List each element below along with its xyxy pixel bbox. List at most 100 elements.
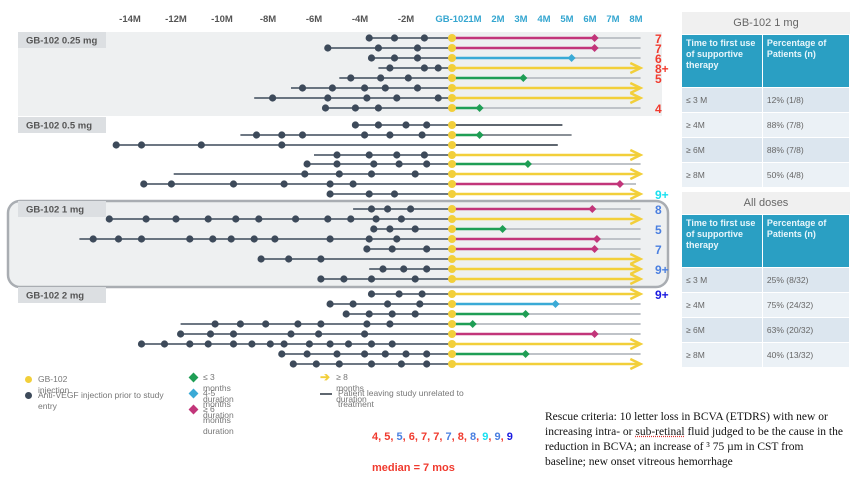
- anti-vegf-dot: [413, 44, 422, 52]
- arrow-head: [629, 167, 644, 181]
- anti-vegf-dot: [351, 104, 359, 112]
- separator: ,: [476, 431, 483, 443]
- x-tick-label: -10M: [211, 14, 233, 25]
- anti-vegf-dot: [186, 340, 194, 348]
- separator: ,: [427, 431, 434, 443]
- x-tick-label: 1M: [468, 14, 481, 25]
- anti-vegf-dot: [278, 141, 286, 149]
- table-row: ≤ 3 M 12% (1/8): [682, 87, 851, 113]
- separator: ,: [414, 431, 421, 443]
- rescue-diamond: [588, 205, 597, 213]
- table-cell: 40% (13/32): [762, 342, 851, 367]
- anti-vegf-dot: [252, 131, 261, 139]
- x-tick-label: 7M: [606, 14, 619, 25]
- anti-vegf-dot: [411, 170, 419, 178]
- gb102-injection-dot: [448, 340, 456, 348]
- anti-vegf-dot: [374, 121, 382, 129]
- median-text: median = 7 mos: [372, 462, 455, 474]
- anti-vegf-dot: [105, 215, 113, 223]
- rescue-diamond: [590, 330, 599, 338]
- legend-leaving: Patient leaving study unrelated to treat…: [320, 388, 470, 410]
- anti-vegf-dot: [379, 265, 387, 273]
- anti-vegf-dot: [397, 215, 405, 223]
- x-tick-label: -2M: [398, 14, 414, 25]
- anti-vegf-dot: [280, 340, 288, 348]
- table-row: ≥ 4M 88% (7/8): [682, 112, 851, 138]
- table-row: ≥ 8M 50% (4/8): [682, 162, 851, 187]
- gb102-injection-dot: [448, 310, 456, 318]
- group-background: [18, 32, 662, 116]
- anti-vegf-dot: [317, 275, 325, 283]
- column-header: Percentage of Patients (n): [762, 215, 851, 268]
- anti-vegf-dot: [367, 54, 376, 62]
- anti-vegf-dot: [370, 160, 378, 168]
- patient-row: [240, 131, 572, 139]
- anti-vegf-dot: [160, 340, 169, 348]
- duration-value: 8: [457, 431, 464, 443]
- anti-vegf-dot: [361, 84, 369, 92]
- rescue-diamond: [551, 300, 560, 308]
- table-cell: 25% (8/32): [762, 267, 851, 293]
- anti-vegf-dot: [423, 245, 431, 253]
- anti-vegf-dot: [367, 170, 376, 178]
- anti-vegf-dot: [137, 340, 146, 348]
- x-tick-label: 3M: [514, 14, 527, 25]
- anti-vegf-dot: [342, 310, 350, 318]
- duration-value: 9: [506, 431, 513, 443]
- x-tick-label: 8M: [629, 14, 642, 25]
- gb102-dot-icon: [25, 376, 32, 383]
- arrow-head: [629, 148, 644, 162]
- rescue-diamond: [590, 34, 599, 42]
- anti-vegf-dot: [395, 290, 403, 298]
- anti-vegf-dot: [172, 215, 180, 223]
- x-tick-label: 5M: [560, 14, 573, 25]
- gb102-injection-dot: [448, 215, 456, 223]
- summary-table: Time to first use of supportive therapy P…: [682, 35, 851, 187]
- column-header: Percentage of Patients (n): [762, 35, 851, 88]
- table-row: ≥ 6M 88% (7/8): [682, 137, 851, 163]
- anti-vegf-dot: [326, 190, 334, 198]
- table-cell: ≥ 6M: [682, 137, 763, 163]
- anti-vegf-dot: [321, 104, 330, 112]
- table-cell: 12% (1/8): [762, 87, 851, 113]
- anti-vegf-dot: [347, 74, 355, 82]
- duration-label: 8+: [655, 62, 669, 76]
- rescue-diamond: [468, 320, 477, 328]
- anti-vegf-dot: [434, 94, 442, 102]
- anti-vegf-dot: [390, 34, 399, 42]
- patient-row: [326, 187, 644, 201]
- anti-vegf-dot: [384, 300, 392, 308]
- anti-vegf-dot: [367, 360, 376, 368]
- anti-vegf-dot-icon: [25, 392, 32, 399]
- duration-label: 5: [655, 223, 662, 237]
- patient-row: [363, 245, 641, 253]
- table-row: ≤ 3 M 25% (8/32): [682, 267, 851, 293]
- duration-value: 8: [470, 431, 477, 443]
- table-cell: ≥ 6M: [682, 317, 763, 343]
- anti-vegf-dot: [367, 340, 376, 348]
- anti-vegf-dot: [250, 235, 258, 243]
- anti-vegf-dot: [400, 265, 408, 273]
- anti-vegf-dot: [271, 235, 279, 243]
- table-title: All doses: [682, 192, 850, 214]
- legend-label: ≥ 8 months duration: [336, 372, 367, 404]
- anti-vegf-dot: [269, 94, 277, 102]
- anti-vegf-dot: [257, 255, 265, 263]
- anti-vegf-dot: [344, 340, 353, 348]
- anti-vegf-dot: [287, 330, 295, 338]
- arrow-head: [629, 272, 644, 286]
- rescue-diamond: [523, 160, 532, 168]
- x-tick-label: -14M: [119, 14, 141, 25]
- anti-vegf-dot: [411, 310, 419, 318]
- rescue-diamond: [615, 180, 624, 188]
- separator: ,: [488, 431, 495, 443]
- gb102-injection-dot: [448, 265, 456, 273]
- duration-label: 9+: [655, 188, 669, 202]
- anti-vegf-dot: [386, 64, 394, 72]
- arrow-head: [629, 61, 644, 75]
- anti-vegf-dot: [340, 275, 348, 283]
- anti-vegf-dot: [416, 300, 424, 308]
- arrow-head: [629, 287, 644, 301]
- gb102-injection-dot: [448, 245, 456, 253]
- duration-value: 7: [445, 431, 452, 443]
